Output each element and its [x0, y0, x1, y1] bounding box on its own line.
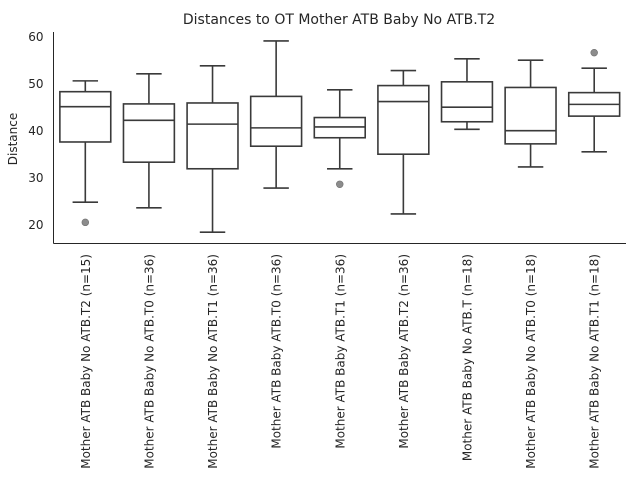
box-group — [440, 57, 494, 131]
outlier-point — [336, 180, 344, 188]
x-tick-label: Mother ATB Baby No ATB.T0 (n=36) — [142, 254, 156, 469]
box-group — [567, 48, 621, 153]
y-axis-ticks: 20 30 40 50 60 — [28, 30, 43, 232]
x-tick-label: Mother ATB Baby No ATB.T (n=18) — [460, 254, 474, 461]
y-tick-label: 60 — [28, 30, 43, 44]
box-group — [59, 80, 112, 227]
outlier-point — [590, 48, 598, 57]
y-tick-label: 20 — [28, 218, 43, 232]
box-group — [122, 73, 176, 209]
box-group — [377, 69, 430, 215]
box-group — [313, 89, 366, 188]
box-series — [59, 40, 621, 234]
outlier-point — [81, 218, 90, 227]
x-tick-label: Mother ATB Baby No ATB.T1 (n=18) — [588, 254, 602, 469]
y-axis-label: Distance — [6, 113, 20, 165]
x-tick-label: Mother ATB Baby ATB.T0 (n=36) — [270, 254, 284, 449]
x-tick-label: Mother ATB Baby No ATB.T0 (n=18) — [524, 254, 538, 469]
iqr-box — [249, 95, 303, 148]
iqr-box — [186, 102, 239, 170]
iqr-box — [440, 81, 494, 123]
box-group — [504, 59, 557, 168]
chart-title: Distances to OT Mother ATB Baby No ATB.T… — [183, 12, 495, 28]
x-tick-label: Mother ATB Baby No ATB.T1 (n=36) — [206, 254, 220, 469]
y-tick-label: 40 — [28, 124, 43, 138]
y-tick-label: 30 — [28, 171, 43, 185]
y-tick-label: 50 — [28, 77, 43, 91]
iqr-box — [377, 84, 430, 156]
x-tick-label: Mother ATB Baby ATB.T2 (n=36) — [397, 254, 411, 449]
iqr-box — [504, 86, 557, 145]
x-tick-label: Mother ATB Baby ATB.T1 (n=36) — [333, 254, 347, 449]
iqr-box — [122, 103, 176, 163]
iqr-box — [59, 90, 112, 143]
box-group — [249, 40, 303, 189]
box-group — [186, 65, 239, 234]
x-tick-label: Mother ATB Baby No ATB.T2 (n=15) — [79, 254, 93, 469]
x-axis-ticks: Mother ATB Baby No ATB.T2 (n=15) Mother A… — [79, 254, 602, 469]
